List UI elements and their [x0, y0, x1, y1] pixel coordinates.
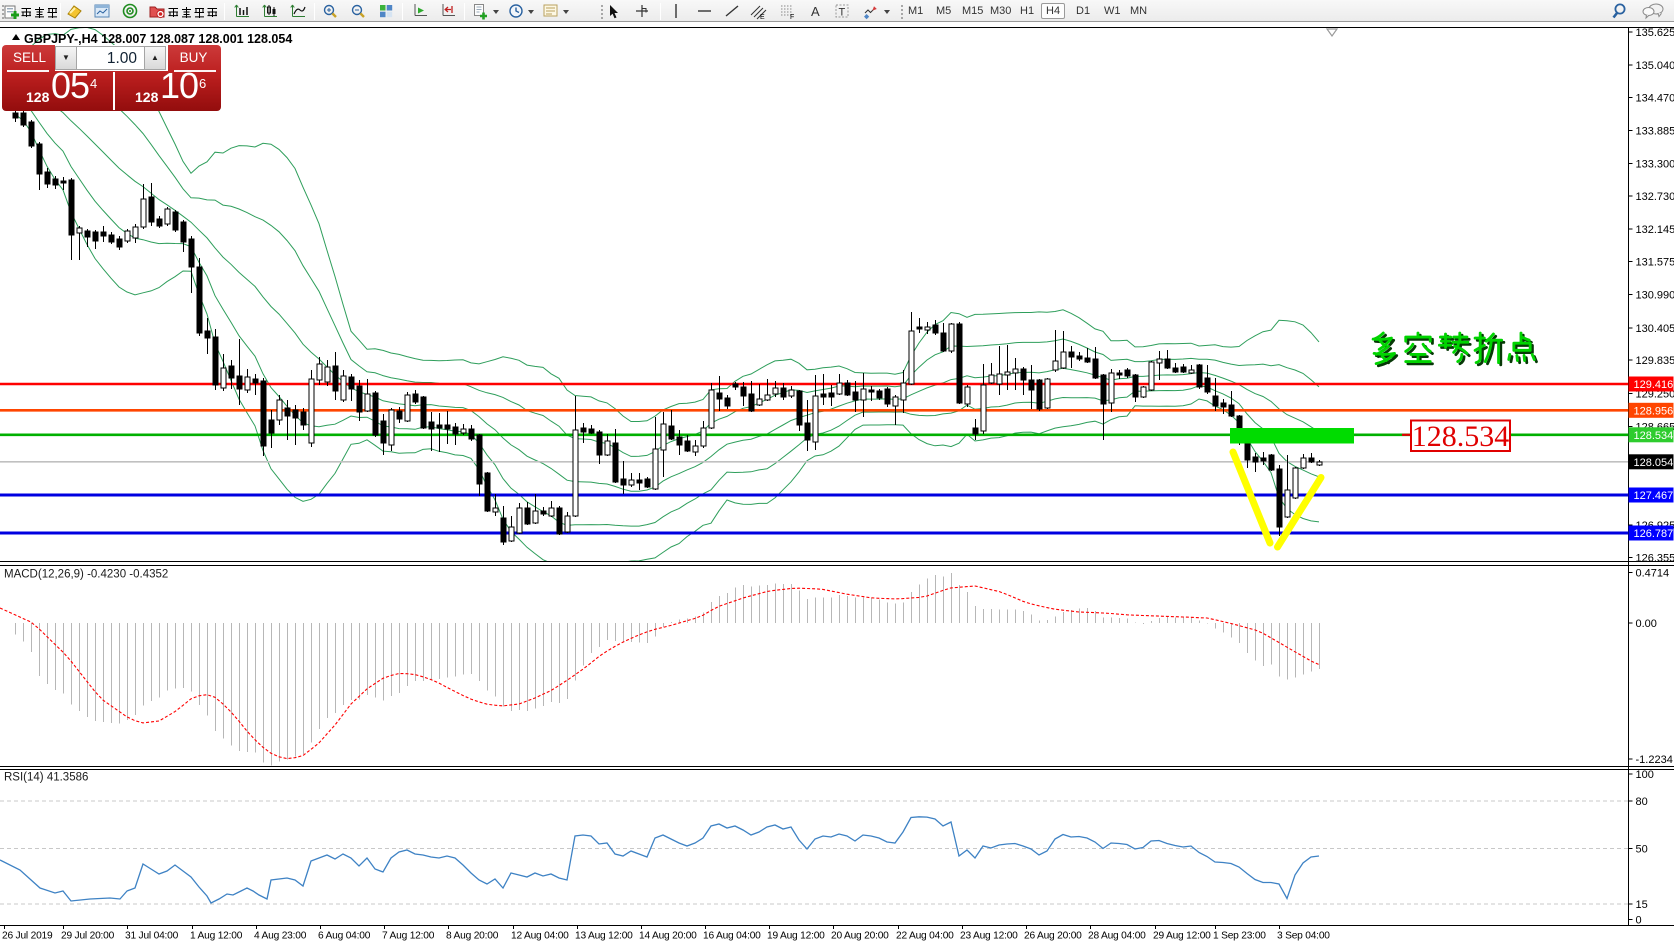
svg-text:13 Aug 12:00: 13 Aug 12:00 — [575, 931, 633, 942]
svg-text:50: 50 — [1636, 844, 1648, 856]
svg-text:15: 15 — [1636, 899, 1648, 911]
svg-text:134.470: 134.470 — [1636, 92, 1674, 104]
svg-text:128.956: 128.956 — [1634, 405, 1674, 417]
svg-text:135.625: 135.625 — [1636, 27, 1674, 39]
svg-text:MACD(12,26,9) -0.4230 -0.4352: MACD(12,26,9) -0.4230 -0.4352 — [4, 569, 168, 581]
svg-text:28 Aug 04:00: 28 Aug 04:00 — [1088, 931, 1146, 942]
svg-text:126.787: 126.787 — [1634, 528, 1674, 540]
svg-text:129.835: 129.835 — [1636, 355, 1674, 367]
svg-text:0.00: 0.00 — [1636, 618, 1657, 630]
svg-text:26 Aug 20:00: 26 Aug 20:00 — [1024, 931, 1082, 942]
svg-text:100: 100 — [1636, 769, 1654, 781]
svg-text:8 Aug 20:00: 8 Aug 20:00 — [446, 931, 499, 942]
svg-text:130.405: 130.405 — [1636, 323, 1674, 335]
svg-text:GBPJPY-,H4 128.007 128.087 12: GBPJPY-,H4 128.007 128.087 128.001 128.0… — [24, 32, 292, 46]
svg-text:126.355: 126.355 — [1636, 553, 1674, 565]
svg-text:133.885: 133.885 — [1636, 126, 1674, 138]
svg-text:7 Aug 12:00: 7 Aug 12:00 — [382, 931, 435, 942]
svg-text:6 Aug 04:00: 6 Aug 04:00 — [318, 931, 371, 942]
svg-text:E: E — [760, 14, 765, 20]
svg-text:19 Aug 12:00: 19 Aug 12:00 — [767, 931, 825, 942]
svg-text:14 Aug 20:00: 14 Aug 20:00 — [639, 931, 697, 942]
svg-text:4 Aug 23:00: 4 Aug 23:00 — [254, 931, 307, 942]
svg-text:F: F — [790, 14, 794, 20]
svg-text:132.730: 132.730 — [1636, 191, 1674, 203]
svg-text:20 Aug 20:00: 20 Aug 20:00 — [831, 931, 889, 942]
svg-text:135.040: 135.040 — [1636, 60, 1674, 72]
svg-text:23 Aug 12:00: 23 Aug 12:00 — [960, 931, 1018, 942]
svg-text:31 Jul 04:00: 31 Jul 04:00 — [125, 931, 179, 942]
svg-text:128.534: 128.534 — [1412, 420, 1510, 453]
svg-text:129.416: 129.416 — [1634, 379, 1674, 391]
svg-text:1 Sep 23:00: 1 Sep 23:00 — [1213, 931, 1266, 942]
svg-text:0: 0 — [1636, 915, 1642, 927]
svg-text:1 Aug 12:00: 1 Aug 12:00 — [190, 931, 243, 942]
svg-text:-1.2234: -1.2234 — [1636, 754, 1673, 766]
svg-text:T: T — [839, 7, 846, 19]
svg-text:0.4714: 0.4714 — [1636, 568, 1670, 580]
svg-text:127.467: 127.467 — [1634, 490, 1674, 502]
svg-text:131.575: 131.575 — [1636, 257, 1674, 269]
svg-text:16 Aug 04:00: 16 Aug 04:00 — [703, 931, 761, 942]
svg-text:80: 80 — [1636, 796, 1648, 808]
svg-text:128.534: 128.534 — [1634, 430, 1674, 442]
svg-text:29 Jul 20:00: 29 Jul 20:00 — [61, 931, 115, 942]
svg-text:128.054: 128.054 — [1634, 457, 1674, 469]
svg-text:RSI(14) 41.3586: RSI(14) 41.3586 — [4, 772, 88, 784]
svg-text:12 Aug 04:00: 12 Aug 04:00 — [511, 931, 569, 942]
svg-text:26 Jul 2019: 26 Jul 2019 — [2, 931, 53, 942]
svg-text:132.145: 132.145 — [1636, 224, 1674, 236]
svg-text:3 Sep 04:00: 3 Sep 04:00 — [1277, 931, 1330, 942]
svg-text:130.990: 130.990 — [1636, 290, 1674, 302]
svg-text:29 Aug 12:00: 29 Aug 12:00 — [1153, 931, 1211, 942]
svg-text:22 Aug 04:00: 22 Aug 04:00 — [896, 931, 954, 942]
svg-text:A: A — [811, 4, 820, 19]
svg-text:133.300: 133.300 — [1636, 159, 1674, 171]
